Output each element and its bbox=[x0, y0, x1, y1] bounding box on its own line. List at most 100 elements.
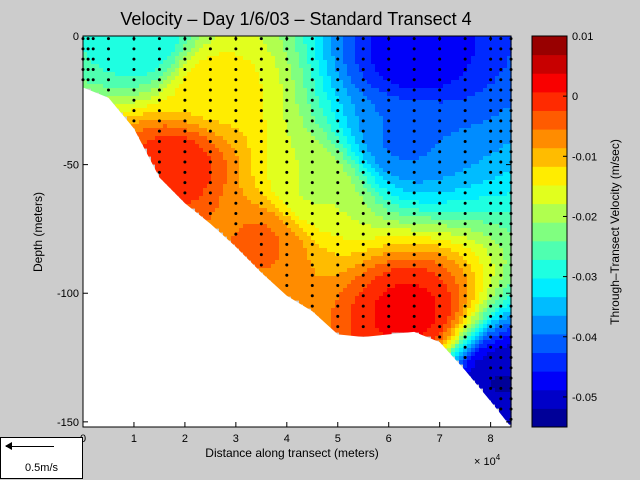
velocity-cell bbox=[439, 216, 444, 221]
velocity-cell bbox=[259, 84, 264, 89]
velocity-cell bbox=[447, 44, 452, 49]
velocity-cell bbox=[251, 136, 256, 141]
velocity-cell bbox=[315, 212, 320, 217]
velocity-cell bbox=[319, 36, 324, 41]
velocity-cell bbox=[431, 304, 436, 309]
velocity-cell bbox=[435, 56, 440, 61]
velocity-cell bbox=[279, 104, 284, 109]
velocity-cell bbox=[291, 208, 296, 213]
velocity-cell bbox=[395, 176, 400, 181]
velocity-cell bbox=[147, 84, 152, 89]
velocity-cell bbox=[355, 328, 360, 333]
velocity-cell bbox=[283, 104, 288, 109]
velocity-cell bbox=[195, 96, 200, 101]
velocity-cell bbox=[447, 256, 452, 261]
velocity-cell bbox=[243, 88, 248, 93]
velocity-cell bbox=[359, 312, 364, 317]
velocity-cell bbox=[415, 300, 420, 305]
velocity-cell bbox=[227, 72, 232, 77]
velocity-cell bbox=[287, 92, 292, 97]
velocity-cell bbox=[391, 320, 396, 325]
velocity-cell bbox=[363, 132, 368, 137]
velocity-cell bbox=[319, 128, 324, 133]
velocity-cell bbox=[331, 160, 336, 165]
velocity-cell bbox=[391, 296, 396, 301]
velocity-cell bbox=[219, 212, 224, 217]
velocity-cell bbox=[123, 76, 128, 81]
velocity-cell bbox=[415, 132, 420, 137]
velocity-cell bbox=[431, 36, 436, 41]
velocity-cell bbox=[243, 240, 248, 245]
velocity-cell bbox=[87, 60, 92, 65]
velocity-cell bbox=[363, 112, 368, 117]
velocity-cell bbox=[315, 164, 320, 169]
velocity-cell bbox=[215, 116, 220, 121]
velocity-cell bbox=[215, 88, 220, 93]
velocity-cell bbox=[343, 196, 348, 201]
velocity-cell bbox=[319, 144, 324, 149]
velocity-cell bbox=[331, 212, 336, 217]
velocity-cell bbox=[391, 324, 396, 329]
velocity-cell bbox=[359, 188, 364, 193]
velocity-cell bbox=[207, 48, 212, 53]
velocity-cell bbox=[267, 248, 272, 253]
velocity-cell bbox=[411, 60, 416, 65]
velocity-cell bbox=[371, 148, 376, 153]
velocity-cell bbox=[367, 176, 372, 181]
velocity-cell bbox=[443, 196, 448, 201]
velocity-cell bbox=[247, 64, 252, 69]
velocity-cell bbox=[219, 120, 224, 125]
velocity-cell bbox=[415, 156, 420, 161]
velocity-cell bbox=[231, 132, 236, 137]
velocity-cell bbox=[343, 72, 348, 77]
velocity-cell bbox=[231, 44, 236, 49]
velocity-cell bbox=[395, 36, 400, 41]
velocity-cell bbox=[167, 128, 172, 133]
velocity-cell bbox=[391, 180, 396, 185]
velocity-cell bbox=[367, 260, 372, 265]
velocity-cell bbox=[403, 240, 408, 245]
velocity-cell bbox=[331, 152, 336, 157]
velocity-cell bbox=[443, 252, 448, 257]
velocity-cell bbox=[311, 132, 316, 137]
velocity-cell bbox=[191, 156, 196, 161]
velocity-cell bbox=[427, 280, 432, 285]
velocity-cell bbox=[427, 196, 432, 201]
velocity-cell bbox=[195, 196, 200, 201]
velocity-cell bbox=[351, 40, 356, 45]
velocity-cell bbox=[191, 204, 196, 209]
velocity-cell bbox=[419, 96, 424, 101]
velocity-cell bbox=[339, 216, 344, 221]
velocity-cell bbox=[339, 208, 344, 213]
velocity-cell bbox=[319, 248, 324, 253]
velocity-cell bbox=[187, 180, 192, 185]
velocity-cell bbox=[207, 196, 212, 201]
velocity-cell bbox=[267, 48, 272, 53]
velocity-cell bbox=[275, 168, 280, 173]
velocity-cell bbox=[255, 36, 260, 41]
velocity-cell bbox=[371, 76, 376, 81]
velocity-cell bbox=[323, 288, 328, 293]
velocity-cell bbox=[395, 124, 400, 129]
velocity-cell bbox=[151, 36, 156, 41]
velocity-cell bbox=[307, 136, 312, 141]
velocity-cell bbox=[291, 36, 296, 41]
velocity-cell bbox=[243, 120, 248, 125]
velocity-cell bbox=[331, 144, 336, 149]
velocity-cell bbox=[403, 132, 408, 137]
velocity-cell bbox=[375, 136, 380, 141]
velocity-cell bbox=[347, 64, 352, 69]
velocity-cell bbox=[379, 260, 384, 265]
velocity-cell bbox=[283, 228, 288, 233]
velocity-cell bbox=[195, 144, 200, 149]
velocity-cell bbox=[403, 208, 408, 213]
velocity-cell bbox=[395, 168, 400, 173]
velocity-cell bbox=[275, 208, 280, 213]
velocity-cell bbox=[235, 164, 240, 169]
velocity-cell bbox=[223, 116, 228, 121]
velocity-cell bbox=[115, 48, 120, 53]
velocity-cell bbox=[151, 60, 156, 65]
velocity-cell bbox=[439, 64, 444, 69]
velocity-cell bbox=[319, 256, 324, 261]
velocity-cell bbox=[119, 76, 124, 81]
